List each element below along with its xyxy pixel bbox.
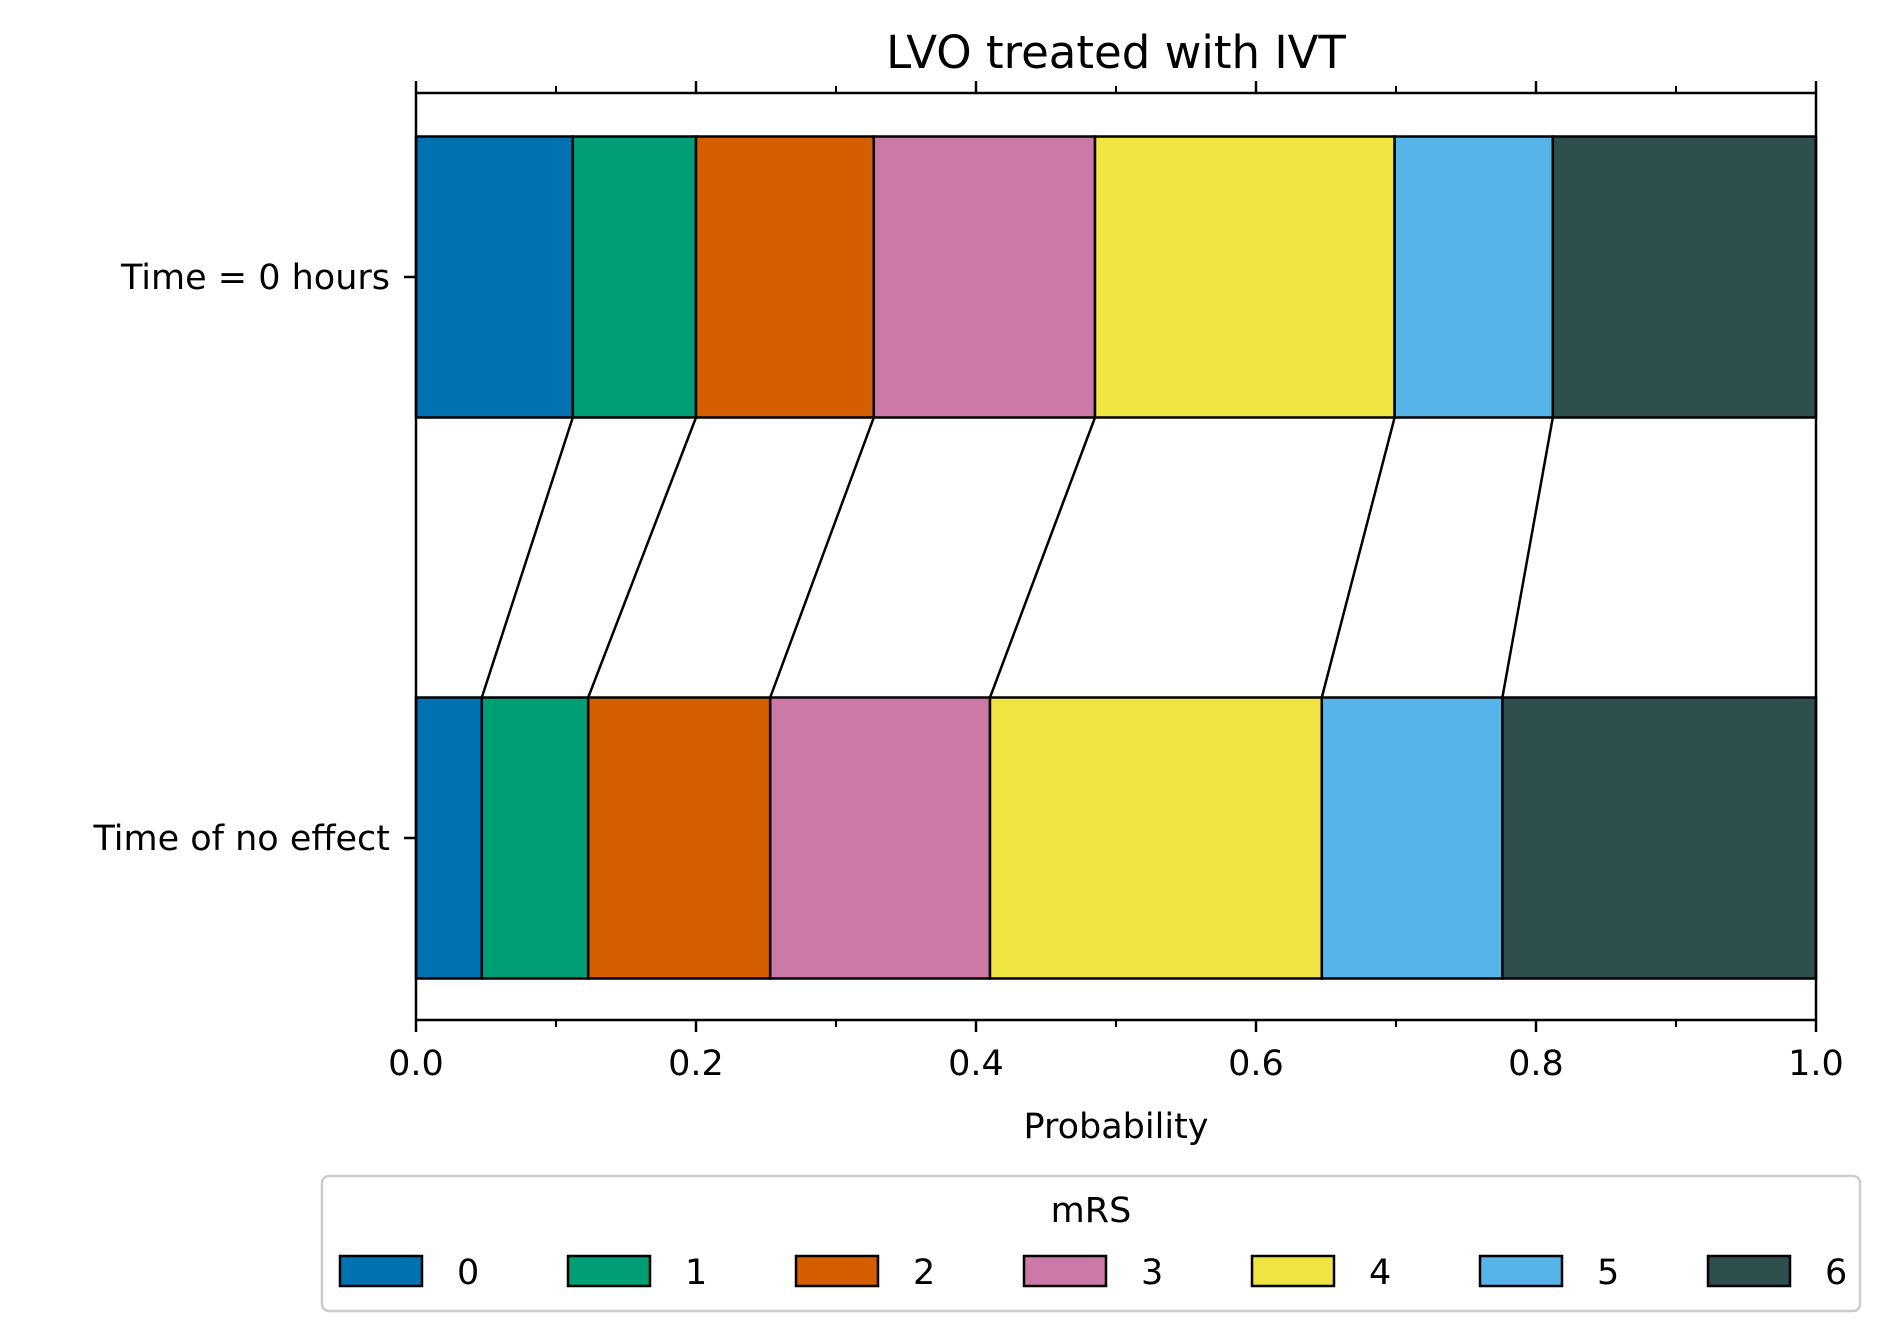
bar-row-1-mrs-1 bbox=[480, 696, 590, 980]
x-tick-label: 0.2 bbox=[668, 1044, 724, 1084]
plot-area: 0.0 0.2 0.4 0.6 0.8 1.0 Time = 0 hours Time of … bbox=[92, 81, 1844, 1084]
bar-row-0-mrs-1 bbox=[571, 135, 698, 419]
connector-line-1 bbox=[480, 417, 574, 698]
y-tick-label: Time of no effect bbox=[92, 819, 390, 859]
x-tick-label: 1.0 bbox=[1788, 1044, 1844, 1084]
legend-swatch-4 bbox=[1250, 1254, 1336, 1288]
legend-label-6: 6 bbox=[1825, 1253, 1847, 1293]
chart-title: LVO treated with IVT bbox=[886, 26, 1346, 79]
legend-title: mRS bbox=[1051, 1191, 1132, 1231]
legend-swatch-0 bbox=[338, 1254, 424, 1288]
legend-label-0: 0 bbox=[457, 1253, 479, 1293]
bar-row-1-mrs-2 bbox=[586, 696, 772, 980]
connector-line-5 bbox=[1320, 417, 1396, 698]
bar-row-0-mrs-2 bbox=[694, 135, 876, 419]
legend-swatch-2 bbox=[794, 1254, 880, 1288]
bar-row-1-mrs-4 bbox=[988, 696, 1324, 980]
x-tick-label: 0.4 bbox=[948, 1044, 1004, 1084]
bar-row-0-mrs-5 bbox=[1393, 135, 1555, 419]
legend-swatch-3 bbox=[1022, 1254, 1108, 1288]
legend-label-2: 2 bbox=[913, 1253, 935, 1293]
legend-swatch-1 bbox=[566, 1254, 652, 1288]
connector-line-6 bbox=[1501, 417, 1555, 698]
bar-row-0-mrs-4 bbox=[1093, 135, 1396, 419]
bar-row-0-mrs-6 bbox=[1551, 135, 1818, 419]
legend-frame bbox=[320, 1174, 1862, 1313]
bar-row-1-mrs-5 bbox=[1320, 696, 1504, 980]
y-tick-label: Time = 0 hours bbox=[120, 258, 390, 298]
legend-swatch-5 bbox=[1478, 1254, 1564, 1288]
legend-label-1: 1 bbox=[685, 1253, 707, 1293]
bar-row-0-mrs-3 bbox=[872, 135, 1097, 419]
x-axis-label: Probability bbox=[1023, 1107, 1208, 1147]
connector-line-4 bbox=[988, 417, 1097, 698]
x-tick-label: 0.0 bbox=[388, 1044, 444, 1084]
legend: mRS 0 1 2 3 4 5 6 bbox=[320, 1174, 1862, 1313]
legend-swatch-6 bbox=[1706, 1254, 1792, 1288]
bar-row-0-mrs-0 bbox=[414, 135, 575, 419]
legend-label-3: 3 bbox=[1141, 1253, 1163, 1293]
legend-label-5: 5 bbox=[1597, 1253, 1619, 1293]
x-tick-label: 0.8 bbox=[1508, 1044, 1564, 1084]
connector-line-2 bbox=[587, 417, 698, 698]
bar-row-1-mrs-0 bbox=[414, 696, 484, 980]
x-tick-label: 0.6 bbox=[1228, 1044, 1284, 1084]
bar-row-1-mrs-3 bbox=[768, 696, 992, 980]
bar-row-1-mrs-6 bbox=[1501, 696, 1818, 980]
connector-line-3 bbox=[769, 417, 875, 698]
legend-label-4: 4 bbox=[1369, 1253, 1391, 1293]
legend-items: 0 1 2 3 4 5 6 bbox=[338, 1253, 1847, 1293]
